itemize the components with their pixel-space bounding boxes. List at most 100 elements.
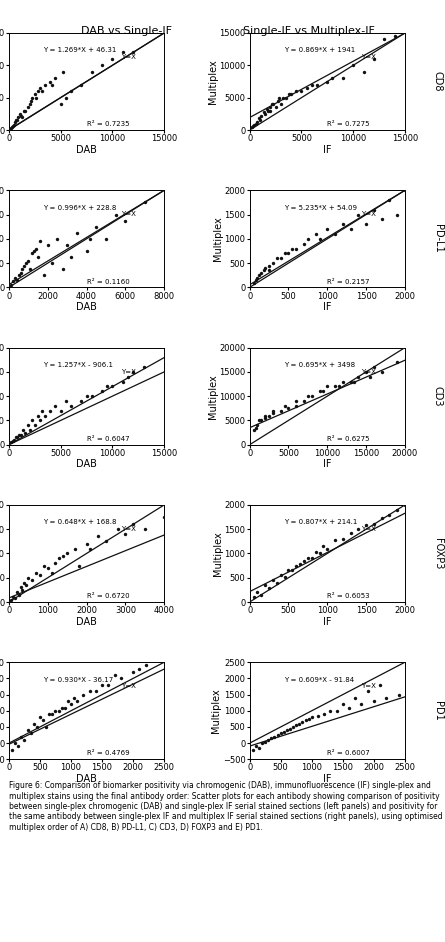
- Point: [289, 241, 296, 256]
- Point: [308, 551, 316, 566]
- Point: [324, 541, 331, 556]
- Point: [98, 677, 105, 692]
- Point: [9, 590, 16, 605]
- Point: [65, 693, 72, 708]
- Point: [30, 716, 37, 731]
- Point: [36, 234, 44, 249]
- Point: [249, 119, 256, 134]
- Y-axis label: Multiplex: Multiplex: [208, 374, 218, 418]
- Point: [363, 365, 370, 380]
- Point: [394, 207, 401, 222]
- Point: [13, 585, 20, 600]
- Point: [15, 587, 22, 602]
- Point: [386, 192, 393, 207]
- Point: [258, 108, 265, 123]
- Point: [262, 577, 269, 593]
- Text: Y=X: Y=X: [121, 369, 136, 375]
- Point: [73, 225, 81, 240]
- Point: [114, 522, 121, 537]
- Text: CD8: CD8: [433, 72, 443, 91]
- Point: [112, 207, 119, 222]
- Point: [279, 90, 286, 106]
- Point: [22, 103, 29, 118]
- Point: [308, 389, 316, 404]
- Point: [304, 551, 311, 566]
- Point: [256, 113, 263, 128]
- Point: [141, 195, 148, 210]
- Point: [316, 546, 323, 561]
- Text: CD3: CD3: [433, 386, 443, 406]
- Point: [308, 77, 316, 92]
- Point: [83, 536, 90, 551]
- Point: [277, 726, 284, 741]
- Point: [332, 532, 339, 547]
- Point: [17, 266, 24, 281]
- Point: [269, 403, 276, 418]
- Point: [378, 511, 385, 526]
- Point: [386, 507, 393, 522]
- Point: [19, 582, 26, 597]
- Point: [272, 100, 279, 115]
- Point: [119, 45, 126, 60]
- Point: [11, 591, 18, 606]
- Point: [313, 77, 320, 92]
- Point: [161, 510, 168, 525]
- Point: [8, 121, 15, 136]
- Point: [105, 677, 112, 692]
- Point: [250, 118, 257, 133]
- Point: [347, 525, 354, 540]
- X-axis label: IF: IF: [323, 460, 332, 469]
- Point: [36, 709, 44, 724]
- Point: [267, 100, 274, 115]
- Point: [20, 423, 27, 438]
- Point: [262, 106, 269, 122]
- Point: [285, 563, 292, 578]
- Point: [62, 90, 69, 106]
- Point: [266, 258, 273, 273]
- Point: [86, 684, 93, 699]
- Point: [267, 103, 274, 118]
- Point: [324, 221, 331, 236]
- Point: [285, 400, 292, 415]
- Point: [255, 111, 263, 126]
- Point: [339, 697, 346, 712]
- Point: [129, 45, 137, 60]
- Point: [80, 687, 87, 702]
- Point: [300, 394, 307, 409]
- Point: [11, 432, 18, 447]
- Point: [60, 262, 67, 277]
- Point: [15, 268, 22, 283]
- Text: Y = 5.235*X + 54.09: Y = 5.235*X + 54.09: [284, 204, 357, 211]
- X-axis label: IF: IF: [323, 302, 332, 312]
- Point: [54, 232, 61, 247]
- Point: [281, 246, 288, 261]
- Point: [316, 232, 323, 247]
- Text: R² = 0.2157: R² = 0.2157: [327, 279, 370, 284]
- Point: [16, 428, 23, 443]
- Point: [274, 727, 281, 742]
- Point: [36, 80, 44, 95]
- Text: Y = 1.269*X + 46.31: Y = 1.269*X + 46.31: [43, 47, 117, 54]
- Point: [269, 406, 276, 421]
- Point: [327, 704, 334, 719]
- Point: [31, 417, 38, 432]
- Point: [376, 677, 384, 692]
- Point: [111, 668, 118, 683]
- Point: [253, 115, 260, 130]
- Text: Y = 0.996*X + 228.8: Y = 0.996*X + 228.8: [43, 204, 117, 211]
- Point: [14, 113, 21, 128]
- Point: [15, 109, 22, 124]
- Point: [293, 394, 300, 409]
- Point: [383, 690, 390, 706]
- Point: [255, 413, 263, 428]
- Point: [38, 403, 45, 418]
- Point: [290, 720, 297, 735]
- Point: [7, 122, 14, 137]
- Point: [19, 109, 26, 124]
- Point: [95, 528, 102, 544]
- Point: [355, 522, 362, 537]
- Point: [102, 232, 109, 247]
- Point: [109, 51, 116, 66]
- X-axis label: DAB: DAB: [76, 460, 97, 469]
- Point: [17, 580, 24, 595]
